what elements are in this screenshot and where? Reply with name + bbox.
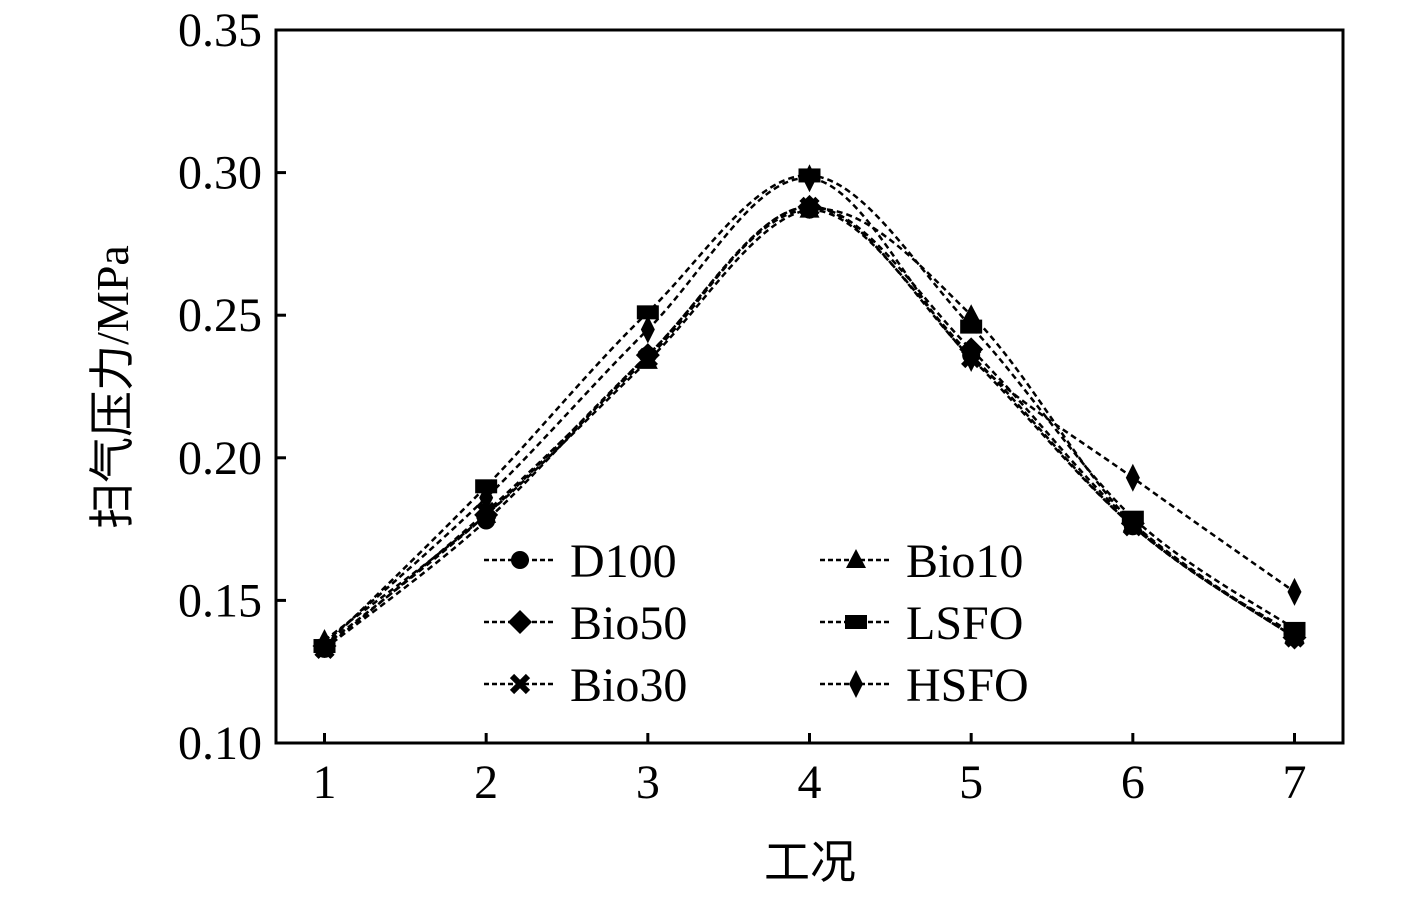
legend-marker-bio30 [509, 673, 531, 695]
data-point-hsfo [802, 164, 817, 193]
data-point-bio30 [799, 196, 820, 217]
data-point-bio30 [476, 501, 497, 523]
legend-marker-bio10 [846, 549, 866, 568]
series-markers [312, 164, 1307, 660]
x-tick-label: 3 [636, 756, 660, 809]
y-axis: 0.10 0.15 0.20 0.25 0.30 0.35 [178, 4, 286, 770]
x-tick-label: 1 [313, 756, 337, 809]
y-tick-label: 0.25 [178, 289, 262, 342]
legend-label: HSFO [906, 659, 1029, 712]
data-point-lsfo [960, 319, 983, 334]
series-line-hsfo [323, 177, 1296, 645]
y-tick-label: 0.15 [178, 574, 262, 627]
data-point-lsfo [636, 305, 659, 320]
legend-marker-lsfo [845, 615, 867, 629]
legend-label: LSFO [906, 597, 1023, 650]
legend-marker-hsfo [849, 670, 863, 698]
series-lines [323, 174, 1296, 650]
series-line-bio50 [323, 205, 1296, 648]
y-axis-label: 扫气压力/MPa [87, 245, 138, 529]
data-point-hsfo [964, 343, 979, 372]
plot-frame [274, 28, 1345, 745]
series-line-lsfo [323, 174, 1296, 647]
x-tick-label: 2 [474, 756, 498, 809]
legend-marker-bio50 [508, 610, 532, 634]
data-point-hsfo [479, 483, 494, 512]
data-point-hsfo [1287, 577, 1302, 606]
legend-label: Bio10 [906, 535, 1023, 588]
legend-marker-d100 [511, 551, 529, 569]
x-tick-label: 7 [1283, 756, 1307, 809]
legend-label: Bio50 [570, 597, 687, 650]
y-tick-label: 0.20 [178, 432, 262, 485]
data-point-bio10 [961, 304, 982, 324]
legend: D100 Bio10 Bio50 LSFO Bio30 HSFO [484, 535, 1029, 712]
x-tick-label: 4 [798, 756, 822, 809]
y-tick-label: 0.10 [178, 717, 262, 770]
y-tick-label: 0.35 [178, 4, 262, 57]
x-tick-label: 6 [1121, 756, 1145, 809]
data-point-hsfo [317, 629, 332, 658]
data-point-bio30 [1284, 627, 1305, 648]
legend-label: Bio30 [570, 659, 687, 712]
x-tick-label: 5 [959, 756, 983, 809]
x-axis-label: 工况 [764, 837, 856, 888]
legend-label: D100 [570, 535, 677, 588]
data-point-bio30 [1122, 516, 1143, 537]
series-line-bio30 [323, 205, 1296, 650]
data-point-bio30 [637, 347, 658, 369]
series-line-bio10 [323, 207, 1296, 642]
series-line-d100 [323, 208, 1296, 650]
data-point-hsfo [640, 315, 655, 344]
y-tick-label: 0.30 [178, 147, 262, 200]
x-axis: 1 2 3 4 5 6 7 [313, 733, 1307, 809]
data-point-hsfo [1125, 463, 1140, 492]
